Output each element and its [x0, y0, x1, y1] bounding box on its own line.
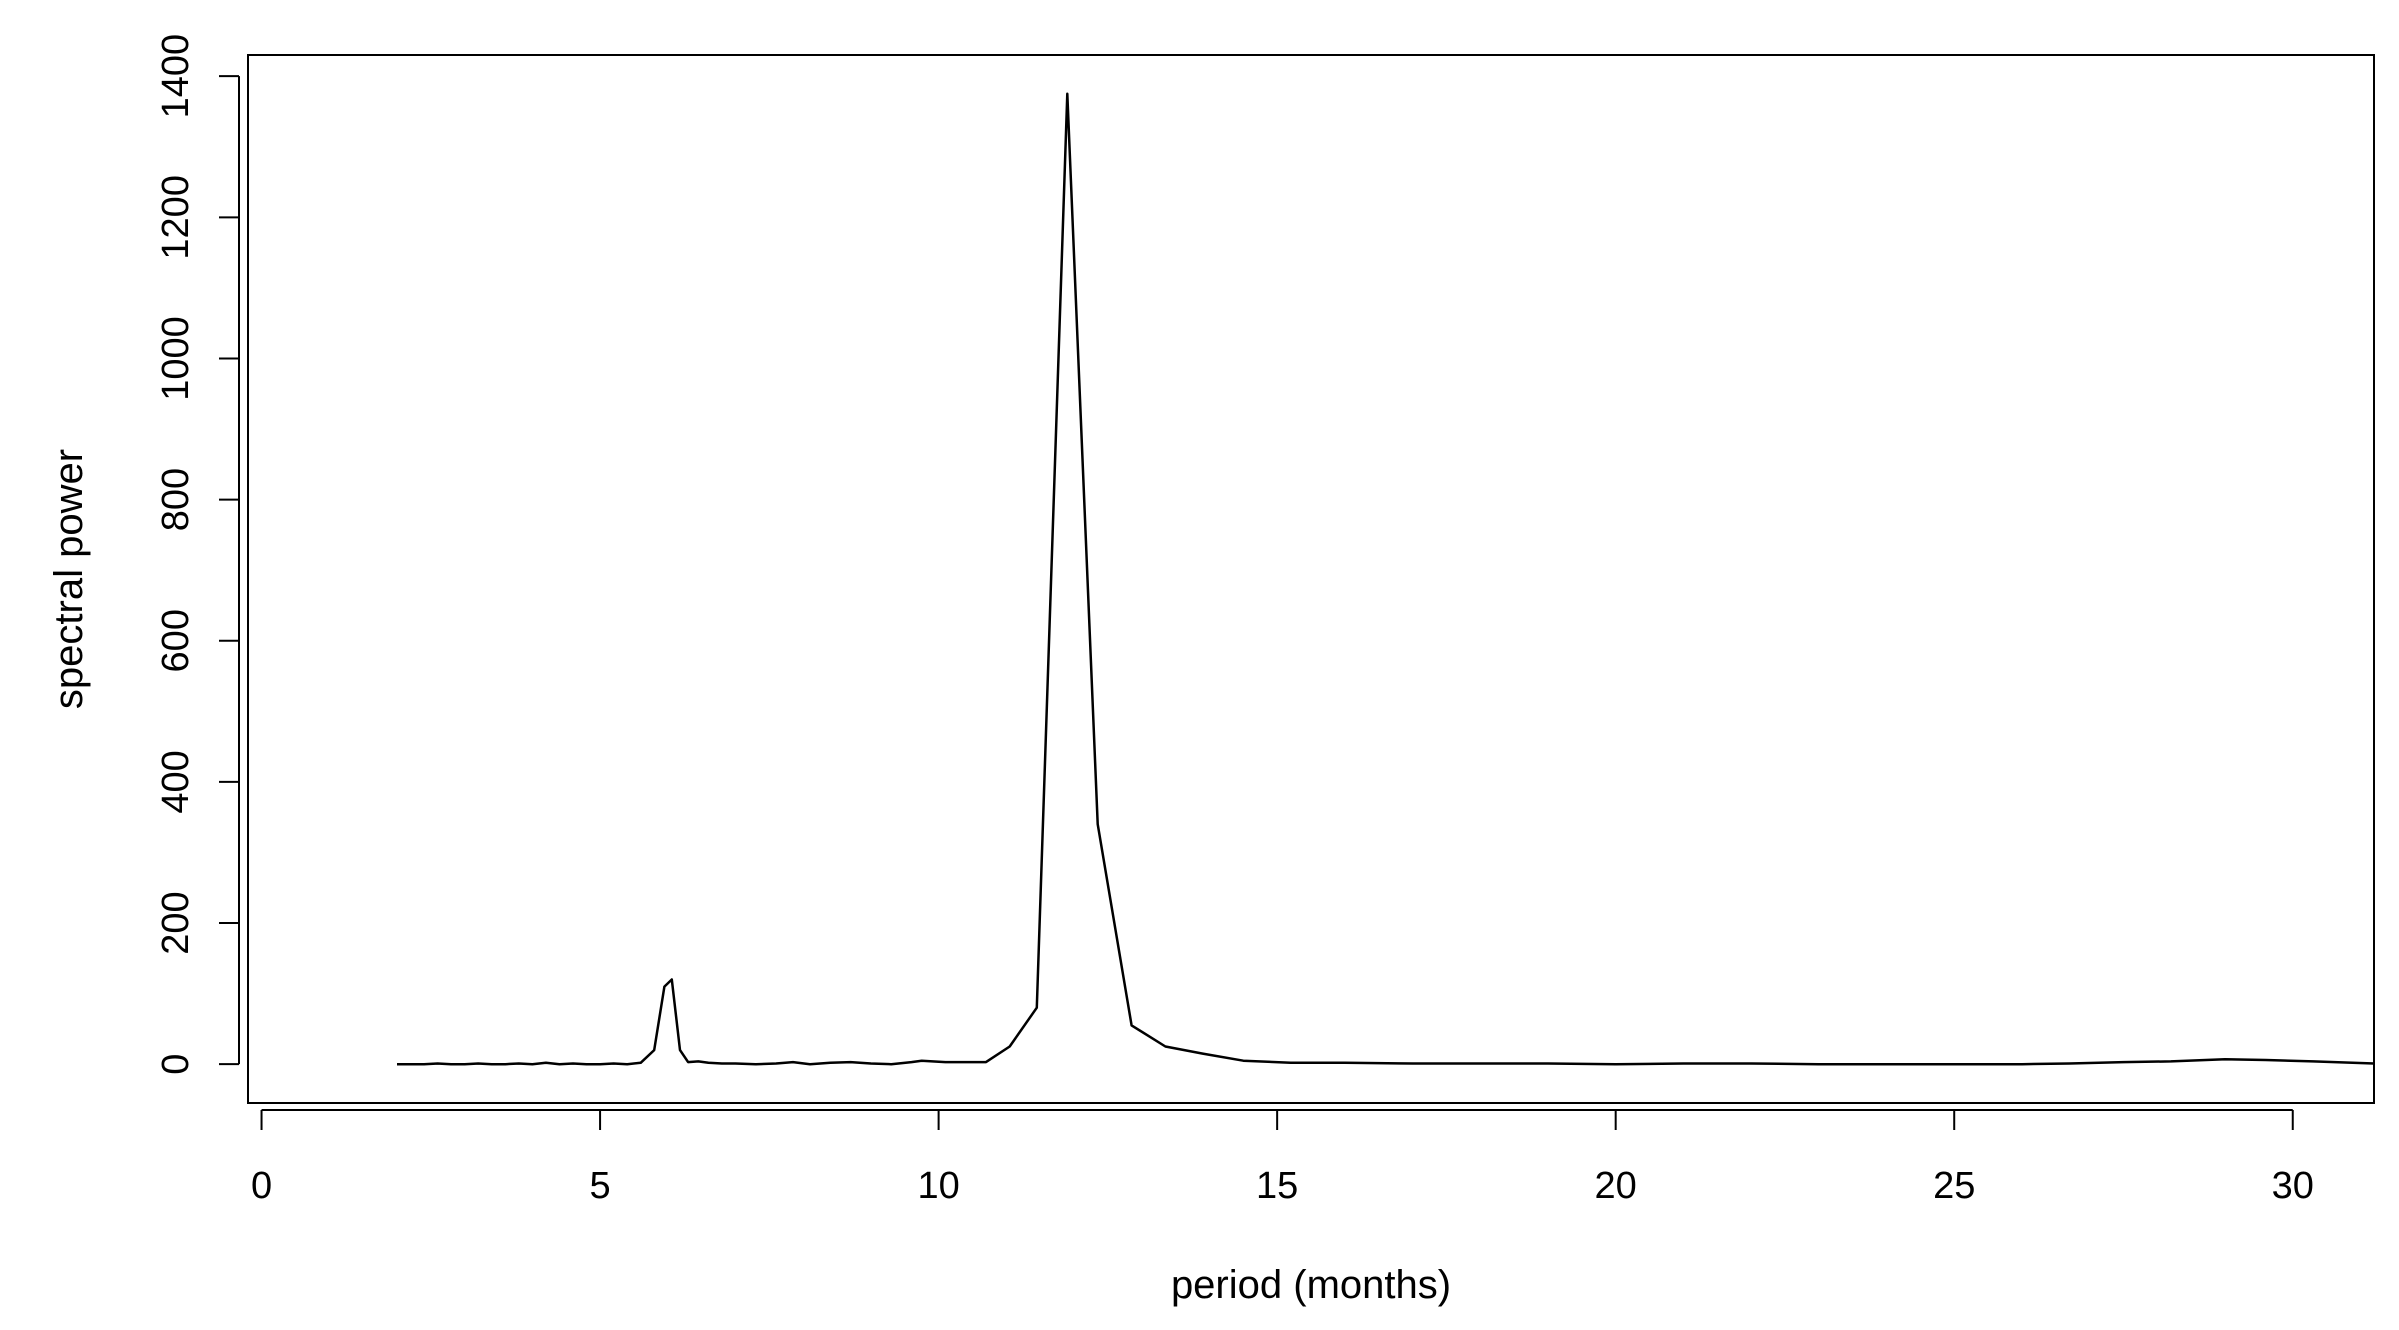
spectral-power-line: [397, 92, 2375, 1066]
x-tick-label: 5: [590, 1165, 611, 1207]
y-axis-title: spectral power: [47, 449, 91, 709]
y-tick-label: 800: [155, 468, 197, 531]
x-axis-title: period (months): [1171, 1263, 1451, 1307]
x-tick-label: 30: [2272, 1165, 2314, 1207]
y-tick-label: 1400: [155, 34, 197, 119]
y-tick-label: 0: [155, 1054, 197, 1075]
x-axis: 0 5 10 15 20 25 30: [251, 1109, 2314, 1207]
y-tick-label: 200: [155, 891, 197, 954]
y-tick-label: 1000: [155, 316, 197, 401]
x-tick-label: 0: [251, 1165, 272, 1207]
y-tick-label: 1200: [155, 175, 197, 260]
x-tick-label: 15: [1256, 1165, 1298, 1207]
x-tick-label: 10: [917, 1165, 959, 1207]
x-tick-label: 20: [1595, 1165, 1637, 1207]
plot-frame: [247, 54, 2375, 1104]
y-tick-label: 600: [155, 609, 197, 672]
x-tick-label: 25: [1933, 1165, 1975, 1207]
y-axis: 0 200 400 600 800 1000 1200 1400: [155, 34, 240, 1075]
y-tick-label: 400: [155, 750, 197, 813]
